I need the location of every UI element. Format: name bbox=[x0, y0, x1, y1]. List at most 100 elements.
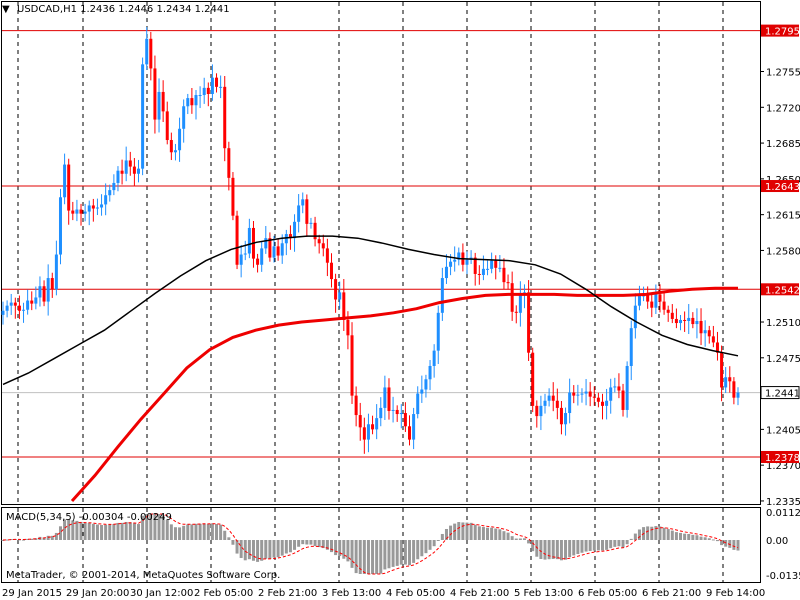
macd-bar bbox=[309, 540, 313, 545]
candle-body bbox=[720, 352, 724, 388]
macd-bar bbox=[202, 523, 206, 540]
macd-bar bbox=[235, 540, 239, 554]
macd-bar bbox=[313, 540, 317, 546]
candle-body bbox=[679, 319, 683, 324]
candle-body bbox=[346, 319, 350, 336]
macd-bar bbox=[178, 527, 182, 540]
candle-body bbox=[592, 396, 596, 398]
candle-body bbox=[518, 294, 522, 313]
macd-bar bbox=[264, 540, 268, 559]
candle-body bbox=[473, 257, 477, 274]
macd-bar bbox=[494, 528, 498, 540]
candle-body bbox=[375, 418, 379, 430]
macd-bar bbox=[108, 524, 112, 540]
macd-bar bbox=[375, 540, 379, 574]
candle-body bbox=[691, 317, 695, 325]
macd-bar bbox=[465, 522, 469, 540]
macd-bar bbox=[720, 540, 724, 546]
macd-bar bbox=[736, 540, 740, 551]
macd-bar bbox=[670, 530, 674, 540]
macd-bar bbox=[153, 514, 157, 540]
macd-bar bbox=[22, 539, 26, 541]
candle-body bbox=[26, 300, 30, 310]
candle-body bbox=[75, 209, 79, 214]
macd-bar bbox=[514, 538, 518, 540]
candle-body bbox=[169, 140, 173, 153]
candle-body bbox=[186, 98, 190, 107]
candle-body bbox=[260, 248, 264, 265]
candle-body bbox=[658, 294, 662, 302]
macd-bar bbox=[436, 540, 440, 541]
macd-bar bbox=[338, 540, 342, 557]
candle-body bbox=[83, 211, 87, 214]
candle-body bbox=[317, 239, 321, 244]
candle-body bbox=[215, 77, 219, 87]
candle-body bbox=[50, 278, 54, 290]
macd-bar bbox=[91, 523, 95, 540]
candle-body bbox=[531, 352, 535, 406]
candle-body bbox=[379, 407, 383, 419]
candle-body bbox=[555, 400, 559, 408]
candle-body bbox=[600, 401, 604, 406]
price-pane-frame bbox=[1, 1, 761, 505]
candle-body bbox=[481, 268, 485, 275]
macd-bar bbox=[539, 540, 543, 559]
macd-bar bbox=[132, 523, 136, 540]
candle-body bbox=[178, 128, 182, 151]
horizontal-levels[interactable] bbox=[2, 30, 760, 458]
macd-axis-min: -0.01352 bbox=[766, 571, 800, 582]
macd-bar bbox=[687, 533, 691, 540]
macd-bar bbox=[161, 515, 165, 540]
level-tag bbox=[761, 180, 799, 193]
candle-body bbox=[724, 377, 728, 388]
current-price-tag bbox=[760, 386, 800, 400]
candle-body bbox=[654, 294, 658, 308]
macd-bar bbox=[75, 520, 79, 540]
candle-body bbox=[206, 87, 210, 95]
candle-body bbox=[67, 164, 71, 211]
macd-bar bbox=[239, 540, 243, 558]
macd-bar bbox=[100, 524, 104, 540]
macd-bar bbox=[683, 533, 687, 540]
candle-body bbox=[235, 215, 239, 265]
candle-body bbox=[104, 195, 108, 205]
macd-bar bbox=[219, 524, 223, 540]
time-axis: 29 Jan 2015 29 Jan 20:00 30 Jan 12:00 2 Feb… bbox=[2, 588, 765, 599]
macd-bar bbox=[646, 526, 650, 540]
candle-body bbox=[449, 261, 453, 267]
macd-bar bbox=[71, 520, 75, 540]
level-tag-label: 1.2795 bbox=[765, 27, 800, 38]
price-axis-label: 1.2335 bbox=[766, 497, 800, 508]
macd-bar bbox=[63, 519, 67, 540]
macd-bar bbox=[654, 526, 658, 540]
macd-bar bbox=[9, 539, 13, 541]
candle-body bbox=[268, 238, 272, 258]
candle-body bbox=[173, 150, 177, 153]
candle-body bbox=[264, 238, 268, 249]
macd-bar bbox=[691, 534, 695, 540]
macd-bar bbox=[350, 540, 354, 568]
macd-bar bbox=[128, 522, 132, 540]
triangle-down-icon[interactable]: ▼ bbox=[2, 4, 10, 15]
candle-body bbox=[153, 68, 157, 120]
candle-body bbox=[54, 254, 58, 290]
candle-body bbox=[1, 310, 5, 315]
macd-bar bbox=[477, 526, 481, 540]
candle-body bbox=[371, 424, 375, 430]
candle-body bbox=[699, 320, 703, 334]
macd-bar bbox=[715, 540, 719, 542]
price-axis-label: 1.2405 bbox=[766, 425, 800, 436]
macd-bar bbox=[695, 535, 699, 540]
macd-bar bbox=[288, 540, 292, 553]
macd-bar bbox=[297, 540, 301, 547]
candle-body bbox=[342, 292, 346, 320]
macd-bar bbox=[387, 540, 391, 569]
candle-body bbox=[502, 267, 506, 283]
level-price-tags: 1.2795 1.2643 1.2542 1.2378 1.2441 bbox=[760, 24, 800, 464]
candle-body bbox=[617, 386, 621, 391]
macd-bar bbox=[87, 523, 91, 540]
candle-body bbox=[395, 409, 399, 415]
macd-bar bbox=[243, 540, 247, 561]
